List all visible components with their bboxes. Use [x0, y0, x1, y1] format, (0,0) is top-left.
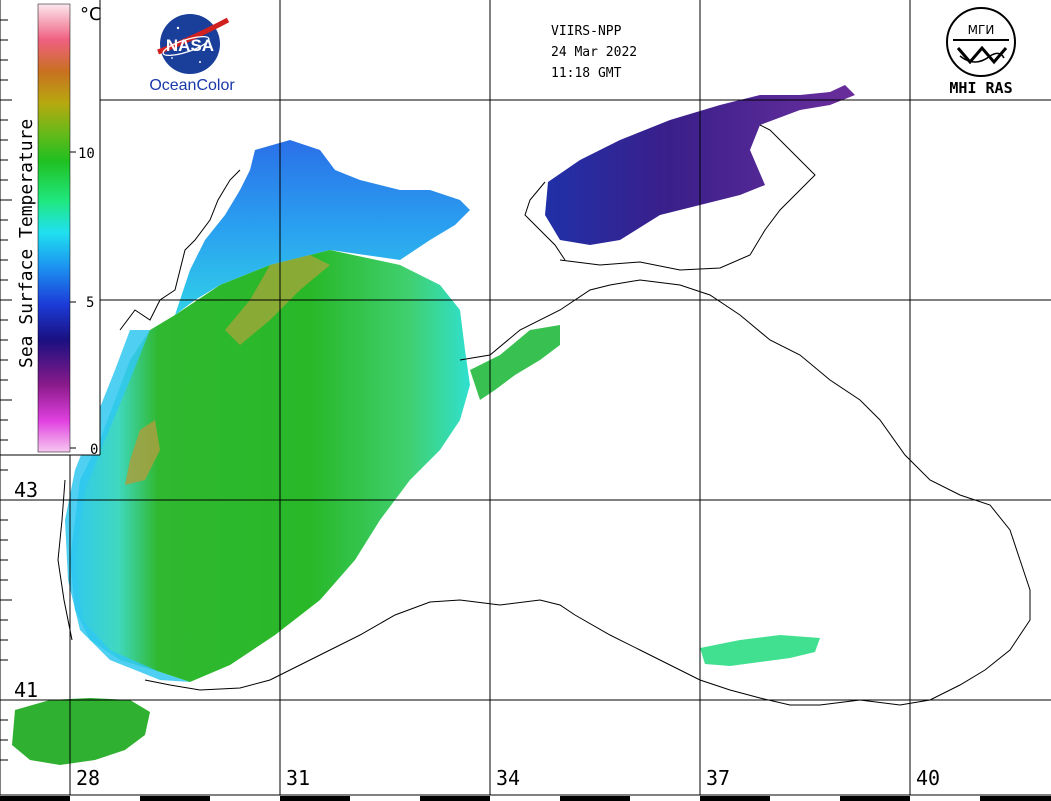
colorbar-ticks	[70, 151, 76, 449]
date-label: 24 Mar 2022	[551, 45, 637, 60]
mhi-emblem-text: МГИ	[968, 23, 995, 37]
bottom-scale-bar	[0, 794, 1051, 801]
marmara-sst	[12, 698, 150, 765]
sensor-label: VIIRS-NPP	[551, 24, 622, 39]
colorbar	[37, 3, 71, 453]
nasa-wordmark: NASA	[166, 36, 214, 55]
lat-label-41: 41	[14, 678, 38, 702]
nasa-logo	[157, 14, 230, 74]
coastline	[57, 124, 1031, 706]
southern-patch-sst	[700, 635, 820, 666]
colorbar-tick-10: 10	[78, 146, 95, 162]
lon-label-40: 40	[916, 766, 940, 790]
colorbar-unit: °C	[80, 4, 102, 25]
mhi-ras-label: MHI RAS	[949, 79, 1012, 97]
crimea-coastal-sst	[470, 325, 560, 400]
warm-filament-2	[125, 420, 160, 485]
colorbar-title: Sea Surface Temperature	[16, 119, 37, 368]
lat-label-43: 43	[14, 478, 38, 502]
lon-label-37: 37	[706, 766, 730, 790]
lon-label-34: 34	[496, 766, 520, 790]
left-ruler	[0, 0, 12, 795]
northwest-shelf-sst	[175, 140, 470, 315]
mhi-emblem	[946, 7, 1016, 77]
lon-label-31: 31	[286, 766, 310, 790]
oceancolor-wordmark: OceanColor	[149, 77, 235, 94]
lon-label-28: 28	[76, 766, 100, 790]
colorbar-tick-0: 0	[90, 442, 98, 458]
western-basin-sst	[70, 250, 470, 682]
time-label: 11:18 GMT	[551, 66, 622, 81]
colorbar-tick-5: 5	[86, 295, 94, 311]
